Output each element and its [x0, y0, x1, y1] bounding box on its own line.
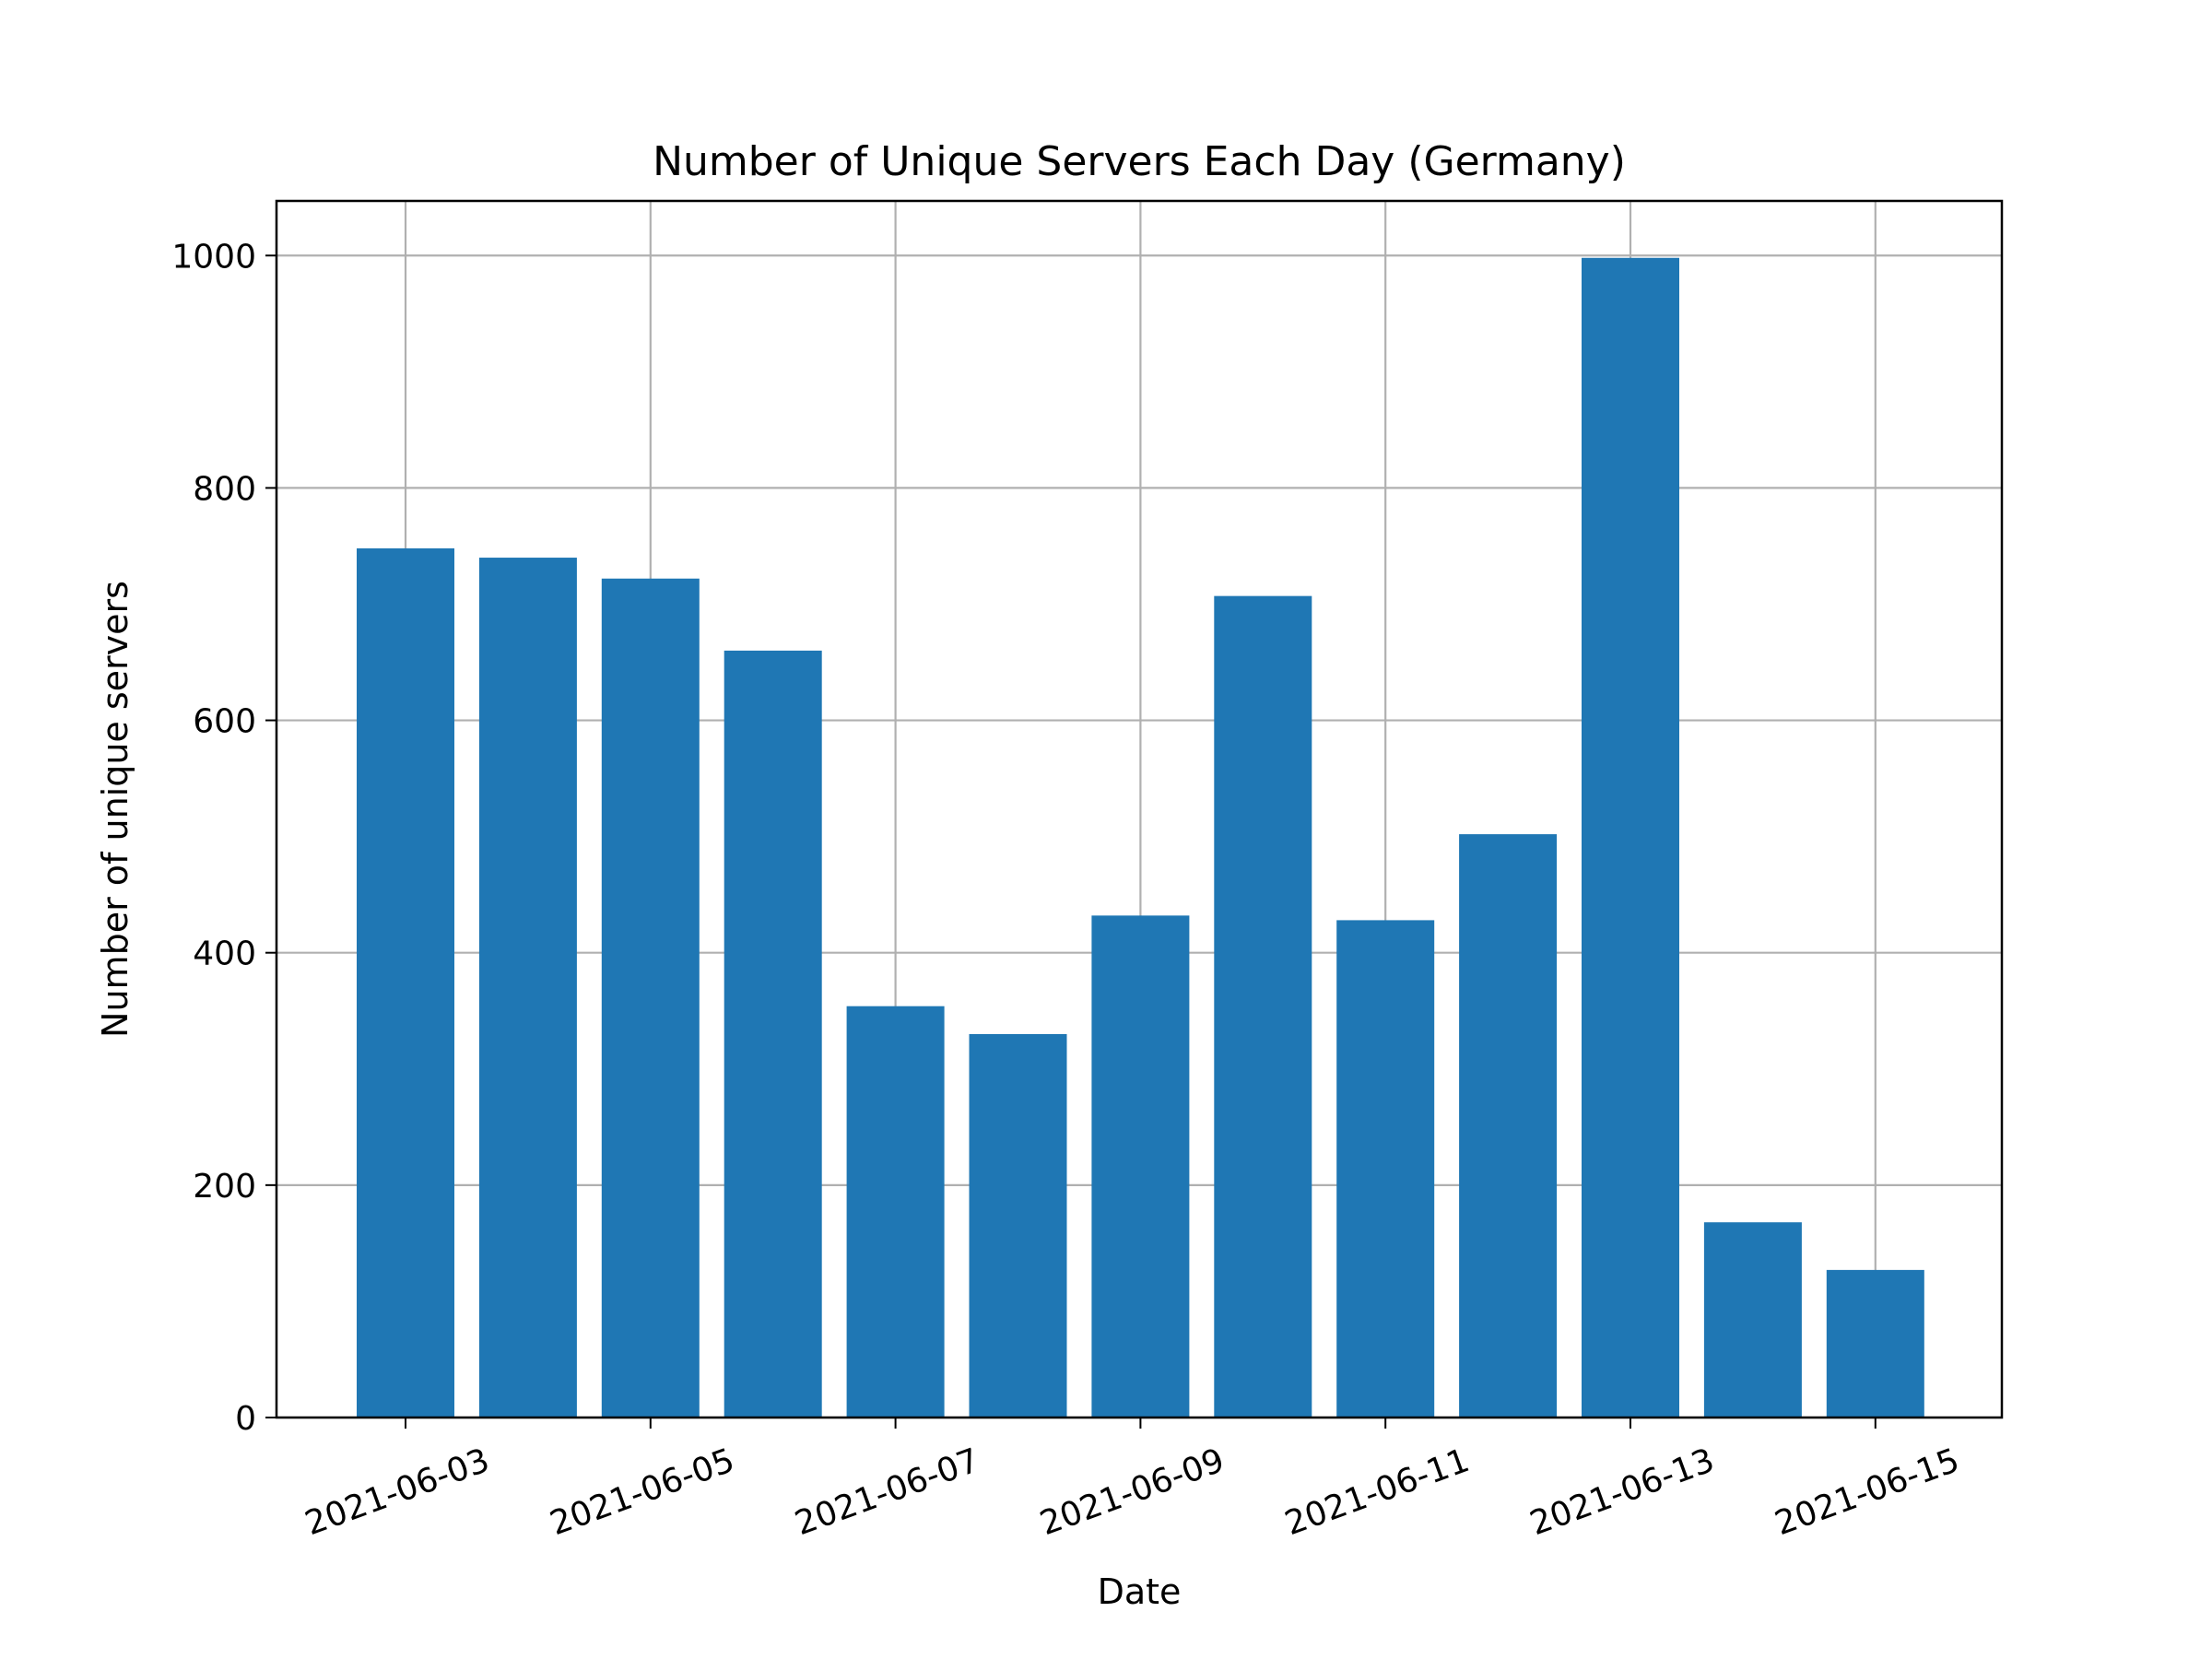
x-axis-label: Date — [1098, 1571, 1182, 1612]
bar — [724, 650, 822, 1418]
bar — [969, 1033, 1067, 1418]
y-tick-label: 0 — [235, 1400, 256, 1438]
bars-layer — [357, 257, 1924, 1418]
bar — [846, 1006, 945, 1418]
plot-frame — [275, 199, 2004, 1419]
bar — [1214, 595, 1312, 1418]
bar — [1582, 257, 1679, 1418]
chart-title: Number of Unique Servers Each Day (Germa… — [653, 138, 1626, 185]
y-tick-label: 200 — [193, 1168, 256, 1206]
y-tick-label: 600 — [193, 703, 256, 741]
y-axis-label: Number of unique servers — [95, 581, 135, 1038]
bar — [1703, 1222, 1802, 1418]
bar — [357, 547, 454, 1418]
y-tick-label: 800 — [193, 470, 256, 508]
bar — [1091, 915, 1190, 1418]
bar — [1459, 834, 1558, 1418]
y-tick-label: 400 — [193, 935, 256, 973]
y-tick-label: 1000 — [171, 238, 256, 276]
bar — [1336, 920, 1435, 1418]
bar — [478, 558, 577, 1418]
bar — [601, 578, 700, 1418]
bar — [1826, 1269, 1924, 1418]
